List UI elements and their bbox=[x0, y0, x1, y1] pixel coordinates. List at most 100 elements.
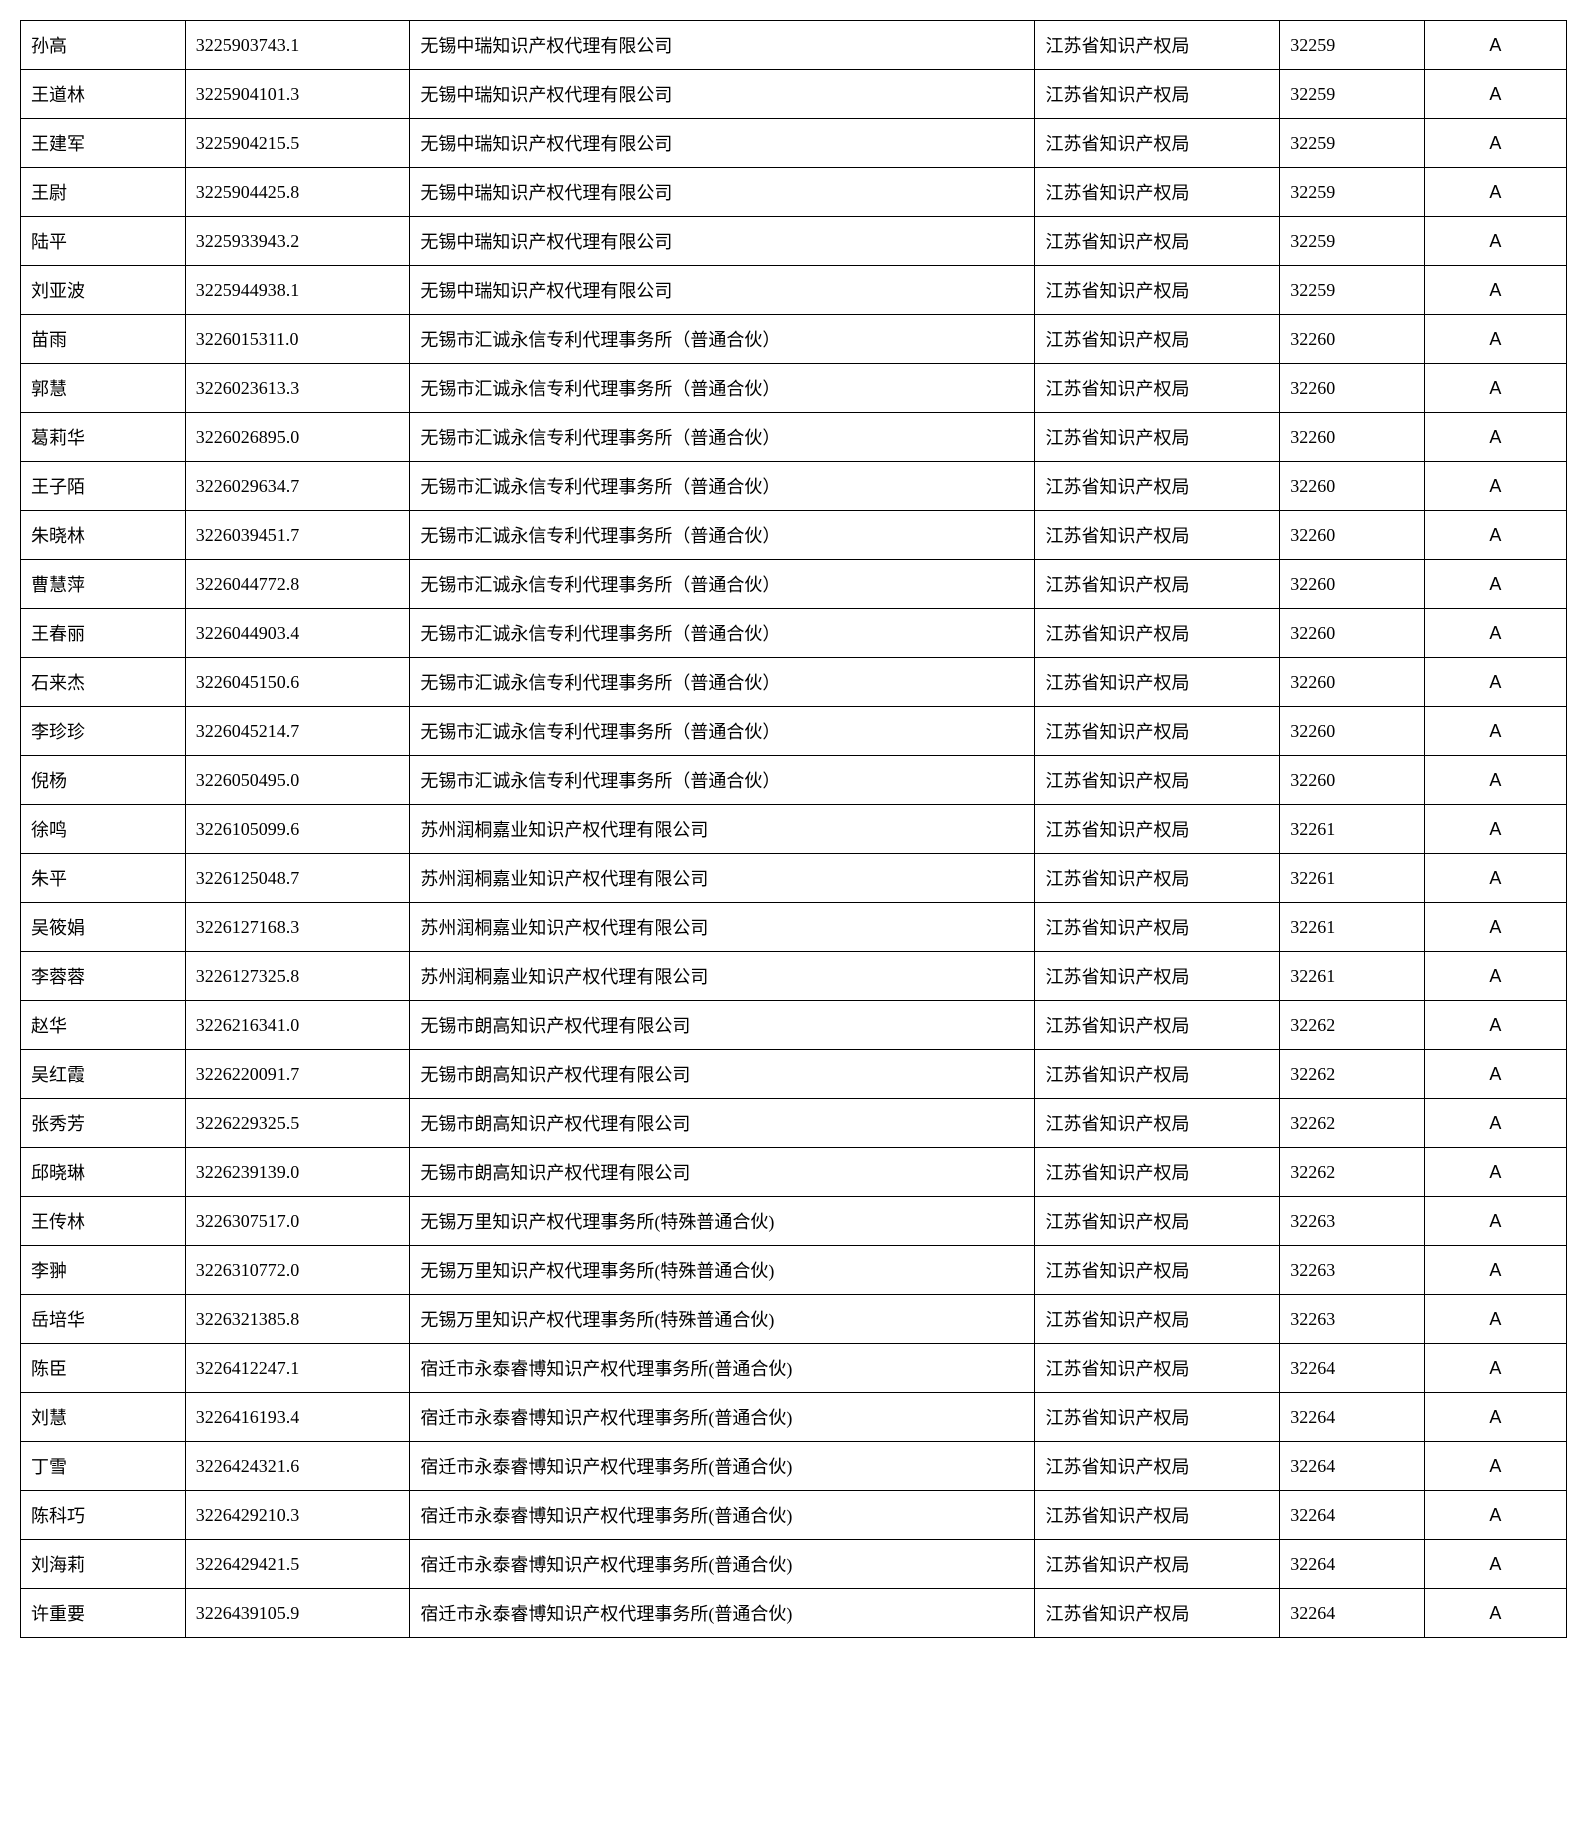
cell-name: 倪杨 bbox=[21, 756, 186, 805]
cell-grade: A bbox=[1424, 266, 1566, 315]
cell-grade: A bbox=[1424, 1197, 1566, 1246]
cell-org: 宿迁市永泰睿博知识产权代理事务所(普通合伙) bbox=[410, 1442, 1035, 1491]
cell-dept: 江苏省知识产权局 bbox=[1035, 217, 1280, 266]
cell-name: 张秀芳 bbox=[21, 1099, 186, 1148]
table-row: 吴筱娟3226127168.3苏州润桐嘉业知识产权代理有限公司江苏省知识产权局3… bbox=[21, 903, 1567, 952]
cell-id: 3225904425.8 bbox=[185, 168, 410, 217]
cell-name: 王建军 bbox=[21, 119, 186, 168]
table-row: 丁雪3226424321.6宿迁市永泰睿博知识产权代理事务所(普通合伙)江苏省知… bbox=[21, 1442, 1567, 1491]
cell-code: 32260 bbox=[1280, 364, 1425, 413]
cell-grade: A bbox=[1424, 1148, 1566, 1197]
table-row: 朱晓林3226039451.7无锡市汇诚永信专利代理事务所（普通合伙）江苏省知识… bbox=[21, 511, 1567, 560]
cell-id: 3226416193.4 bbox=[185, 1393, 410, 1442]
agent-table-body: 孙高3225903743.1无锡中瑞知识产权代理有限公司江苏省知识产权局3225… bbox=[21, 21, 1567, 1638]
table-row: 许重要3226439105.9宿迁市永泰睿博知识产权代理事务所(普通合伙)江苏省… bbox=[21, 1589, 1567, 1638]
cell-name: 赵华 bbox=[21, 1001, 186, 1050]
cell-org: 无锡中瑞知识产权代理有限公司 bbox=[410, 119, 1035, 168]
cell-dept: 江苏省知识产权局 bbox=[1035, 1344, 1280, 1393]
cell-dept: 江苏省知识产权局 bbox=[1035, 1442, 1280, 1491]
cell-grade: A bbox=[1424, 462, 1566, 511]
cell-name: 吴红霞 bbox=[21, 1050, 186, 1099]
cell-grade: A bbox=[1424, 854, 1566, 903]
cell-org: 苏州润桐嘉业知识产权代理有限公司 bbox=[410, 854, 1035, 903]
cell-org: 无锡市汇诚永信专利代理事务所（普通合伙） bbox=[410, 609, 1035, 658]
cell-name: 王道林 bbox=[21, 70, 186, 119]
cell-org: 无锡中瑞知识产权代理有限公司 bbox=[410, 168, 1035, 217]
cell-id: 3226429421.5 bbox=[185, 1540, 410, 1589]
cell-id: 3226127168.3 bbox=[185, 903, 410, 952]
cell-grade: A bbox=[1424, 70, 1566, 119]
cell-name: 葛莉华 bbox=[21, 413, 186, 462]
cell-org: 苏州润桐嘉业知识产权代理有限公司 bbox=[410, 952, 1035, 1001]
cell-grade: A bbox=[1424, 1295, 1566, 1344]
cell-id: 3226125048.7 bbox=[185, 854, 410, 903]
table-row: 李翀3226310772.0无锡万里知识产权代理事务所(特殊普通合伙)江苏省知识… bbox=[21, 1246, 1567, 1295]
table-row: 葛莉华3226026895.0无锡市汇诚永信专利代理事务所（普通合伙）江苏省知识… bbox=[21, 413, 1567, 462]
table-row: 邱晓琳3226239139.0无锡市朗高知识产权代理有限公司江苏省知识产权局32… bbox=[21, 1148, 1567, 1197]
cell-code: 32260 bbox=[1280, 756, 1425, 805]
cell-grade: A bbox=[1424, 1393, 1566, 1442]
cell-code: 32260 bbox=[1280, 560, 1425, 609]
cell-id: 3226039451.7 bbox=[185, 511, 410, 560]
cell-code: 32262 bbox=[1280, 1099, 1425, 1148]
cell-name: 刘海莉 bbox=[21, 1540, 186, 1589]
cell-org: 无锡市汇诚永信专利代理事务所（普通合伙） bbox=[410, 364, 1035, 413]
cell-dept: 江苏省知识产权局 bbox=[1035, 511, 1280, 560]
cell-org: 无锡市朗高知识产权代理有限公司 bbox=[410, 1148, 1035, 1197]
cell-code: 32260 bbox=[1280, 315, 1425, 364]
cell-name: 李珍珍 bbox=[21, 707, 186, 756]
cell-id: 3226050495.0 bbox=[185, 756, 410, 805]
cell-grade: A bbox=[1424, 364, 1566, 413]
cell-dept: 江苏省知识产权局 bbox=[1035, 119, 1280, 168]
cell-name: 李翀 bbox=[21, 1246, 186, 1295]
cell-code: 32264 bbox=[1280, 1393, 1425, 1442]
cell-grade: A bbox=[1424, 609, 1566, 658]
cell-id: 3225903743.1 bbox=[185, 21, 410, 70]
cell-dept: 江苏省知识产权局 bbox=[1035, 952, 1280, 1001]
table-row: 朱平3226125048.7苏州润桐嘉业知识产权代理有限公司江苏省知识产权局32… bbox=[21, 854, 1567, 903]
cell-id: 3226239139.0 bbox=[185, 1148, 410, 1197]
cell-grade: A bbox=[1424, 1246, 1566, 1295]
cell-code: 32262 bbox=[1280, 1050, 1425, 1099]
cell-grade: A bbox=[1424, 413, 1566, 462]
cell-name: 刘慧 bbox=[21, 1393, 186, 1442]
cell-org: 苏州润桐嘉业知识产权代理有限公司 bbox=[410, 903, 1035, 952]
cell-org: 无锡市汇诚永信专利代理事务所（普通合伙） bbox=[410, 658, 1035, 707]
cell-org: 无锡市汇诚永信专利代理事务所（普通合伙） bbox=[410, 756, 1035, 805]
cell-grade: A bbox=[1424, 1491, 1566, 1540]
cell-org: 无锡万里知识产权代理事务所(特殊普通合伙) bbox=[410, 1295, 1035, 1344]
cell-code: 32260 bbox=[1280, 462, 1425, 511]
cell-name: 许重要 bbox=[21, 1589, 186, 1638]
cell-code: 32261 bbox=[1280, 952, 1425, 1001]
cell-code: 32264 bbox=[1280, 1344, 1425, 1393]
cell-grade: A bbox=[1424, 1344, 1566, 1393]
cell-id: 3226412247.1 bbox=[185, 1344, 410, 1393]
cell-dept: 江苏省知识产权局 bbox=[1035, 168, 1280, 217]
cell-name: 岳培华 bbox=[21, 1295, 186, 1344]
cell-dept: 江苏省知识产权局 bbox=[1035, 805, 1280, 854]
cell-org: 宿迁市永泰睿博知识产权代理事务所(普通合伙) bbox=[410, 1393, 1035, 1442]
table-row: 李蓉蓉3226127325.8苏州润桐嘉业知识产权代理有限公司江苏省知识产权局3… bbox=[21, 952, 1567, 1001]
cell-code: 32259 bbox=[1280, 70, 1425, 119]
cell-org: 无锡市朗高知识产权代理有限公司 bbox=[410, 1099, 1035, 1148]
cell-org: 无锡市朗高知识产权代理有限公司 bbox=[410, 1050, 1035, 1099]
cell-id: 3226220091.7 bbox=[185, 1050, 410, 1099]
cell-code: 32264 bbox=[1280, 1491, 1425, 1540]
cell-dept: 江苏省知识产权局 bbox=[1035, 413, 1280, 462]
cell-dept: 江苏省知识产权局 bbox=[1035, 1295, 1280, 1344]
cell-dept: 江苏省知识产权局 bbox=[1035, 21, 1280, 70]
cell-dept: 江苏省知识产权局 bbox=[1035, 1148, 1280, 1197]
table-row: 孙高3225903743.1无锡中瑞知识产权代理有限公司江苏省知识产权局3225… bbox=[21, 21, 1567, 70]
cell-name: 王传林 bbox=[21, 1197, 186, 1246]
table-row: 王尉3225904425.8无锡中瑞知识产权代理有限公司江苏省知识产权局3225… bbox=[21, 168, 1567, 217]
cell-dept: 江苏省知识产权局 bbox=[1035, 1050, 1280, 1099]
cell-code: 32264 bbox=[1280, 1442, 1425, 1491]
table-row: 王子陌3226029634.7无锡市汇诚永信专利代理事务所（普通合伙）江苏省知识… bbox=[21, 462, 1567, 511]
cell-org: 无锡市汇诚永信专利代理事务所（普通合伙） bbox=[410, 315, 1035, 364]
cell-grade: A bbox=[1424, 511, 1566, 560]
cell-grade: A bbox=[1424, 952, 1566, 1001]
cell-dept: 江苏省知识产权局 bbox=[1035, 1001, 1280, 1050]
cell-dept: 江苏省知识产权局 bbox=[1035, 1540, 1280, 1589]
cell-org: 无锡市汇诚永信专利代理事务所（普通合伙） bbox=[410, 511, 1035, 560]
cell-code: 32260 bbox=[1280, 658, 1425, 707]
